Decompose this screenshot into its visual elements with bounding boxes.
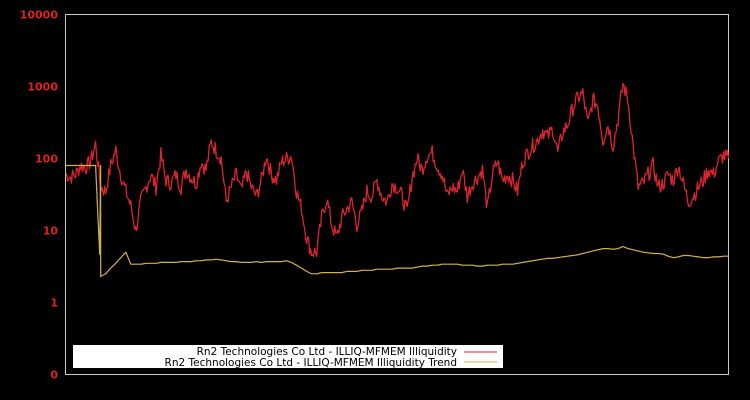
legend-box (73, 345, 503, 368)
legend: Rn2 Technologies Co Ltd - ILLIQ-MFMEM Il… (73, 345, 503, 369)
y-tick-label: 1000 (27, 81, 58, 94)
y-tick-label: 10000 (20, 9, 59, 22)
series-layer (65, 82, 730, 278)
plot-area-frame (65, 14, 729, 375)
legend-label-illiquidity-trend: Rn2 Technologies Co Ltd - ILLIQ-MFMEM Il… (165, 357, 457, 369)
y-tick-label: 1 (50, 297, 58, 310)
legend-label-illiquidity: Rn2 Technologies Co Ltd - ILLIQ-MFMEM Il… (197, 346, 457, 358)
y-tick-label: 0 (50, 369, 58, 382)
series-illiquidity-trend-line (65, 164, 729, 278)
series-illiquidity-line (65, 82, 730, 258)
y-tick-label: 100 (35, 153, 58, 166)
y-tick-label: 10 (43, 225, 59, 238)
